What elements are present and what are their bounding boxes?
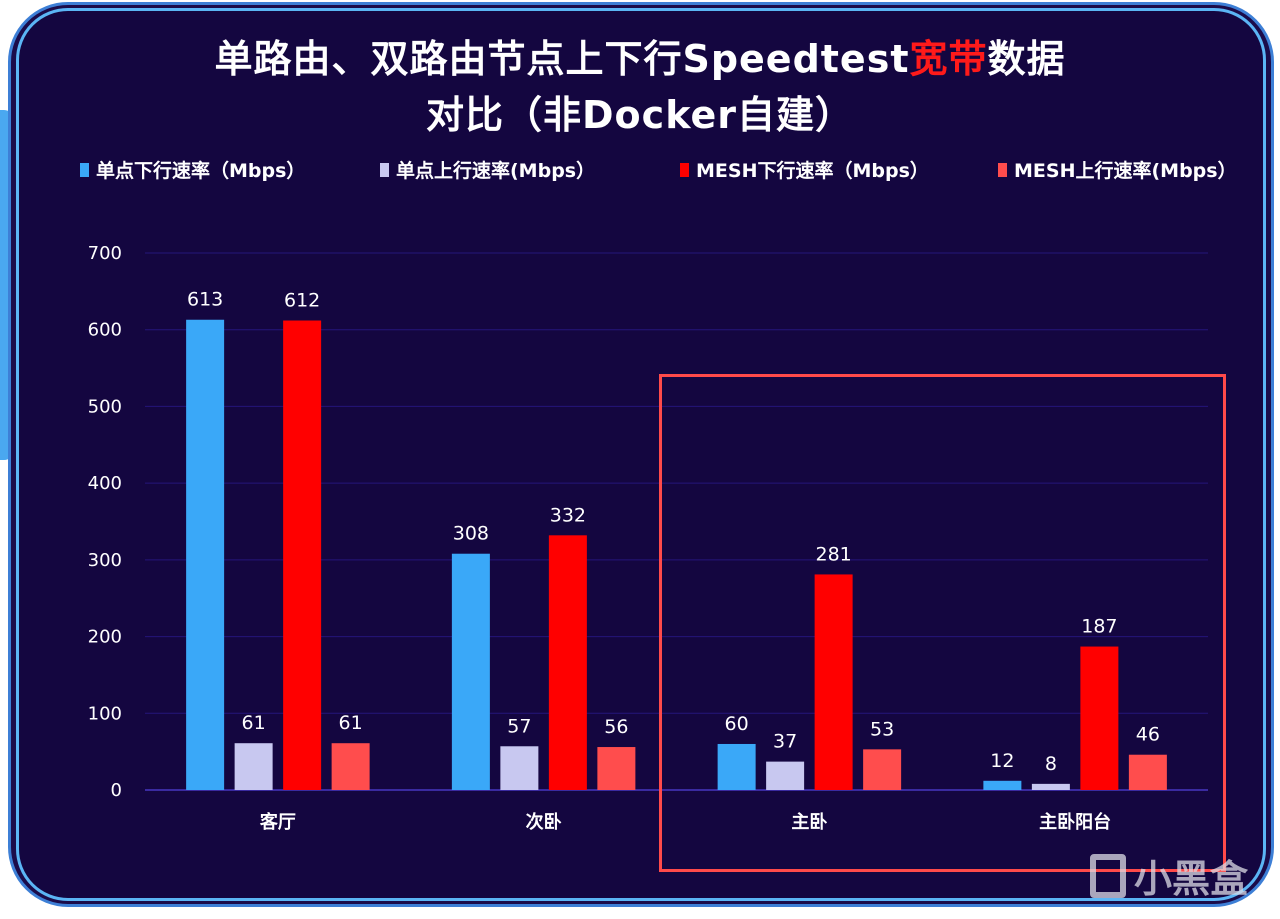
- bar: [234, 743, 273, 790]
- chart-title-line2: 对比（非Docker自建）: [426, 93, 854, 137]
- legend-swatch: [80, 163, 89, 177]
- data-label: 37: [773, 731, 797, 753]
- legend-label: MESH上行速率(Mbps）: [1014, 159, 1237, 182]
- bar: [717, 743, 756, 790]
- watermark-text: 小黑盒: [1134, 857, 1249, 901]
- y-tick-label: 400: [88, 473, 122, 494]
- data-label: 612: [284, 290, 320, 312]
- chart-title-line1: 单路由、双路由节点上下行Speedtest宽带数据: [0, 28, 1280, 83]
- x-tick-label: 次卧: [526, 811, 562, 833]
- bar: [983, 780, 1022, 790]
- bar: [1128, 754, 1167, 790]
- bar: [1031, 783, 1070, 790]
- data-label: 187: [1081, 616, 1117, 638]
- data-label: 61: [242, 712, 266, 734]
- y-tick-label: 300: [88, 550, 122, 571]
- legend-label: 单点下行速率（Mbps）: [96, 159, 305, 182]
- data-label: 60: [725, 713, 749, 735]
- bar: [863, 749, 902, 790]
- data-label: 57: [507, 715, 531, 737]
- bar: [500, 746, 539, 790]
- bar: [597, 747, 636, 790]
- y-tick-label: 200: [88, 627, 122, 648]
- x-tick-label: 客厅: [260, 811, 296, 833]
- data-label: 308: [453, 523, 489, 545]
- watermark-logo-icon: [1090, 853, 1126, 898]
- chart-frame-inner: [16, 8, 1266, 901]
- data-label: 332: [550, 504, 586, 526]
- y-tick-label: 0: [111, 780, 122, 801]
- highlight-box: [659, 374, 1226, 872]
- data-label: 53: [870, 718, 894, 740]
- data-label: 613: [187, 289, 223, 311]
- y-tick-label: 100: [88, 703, 122, 724]
- title-highlight: 宽带: [909, 37, 988, 81]
- bar: [331, 743, 370, 790]
- y-tick-label: 600: [88, 320, 122, 341]
- data-label: 46: [1136, 724, 1160, 746]
- bar: [186, 319, 225, 790]
- bar: [548, 535, 587, 790]
- bar: [766, 761, 805, 790]
- watermark: 小黑盒: [1090, 848, 1248, 903]
- title-text: 单路由、双路由节点上下行Speedtest: [214, 37, 910, 81]
- data-label: 8: [1045, 753, 1057, 775]
- legend-swatch: [680, 163, 689, 177]
- data-label: 61: [339, 712, 363, 734]
- bar: [283, 320, 322, 790]
- data-label: 12: [990, 750, 1014, 772]
- legend-label: 单点上行速率(Mbps）: [396, 159, 595, 182]
- bar: [451, 553, 490, 790]
- x-tick-label: 主卧: [791, 811, 827, 833]
- legend-swatch: [998, 163, 1007, 177]
- y-tick-label: 500: [88, 396, 122, 417]
- bar: [1080, 646, 1119, 790]
- legend-label: MESH下行速率（Mbps）: [696, 159, 929, 182]
- y-tick-label: 700: [88, 243, 122, 264]
- title-text-end: 数据: [987, 37, 1066, 81]
- data-label: 56: [604, 716, 628, 738]
- data-label: 281: [815, 543, 851, 565]
- legend-swatch: [380, 163, 389, 177]
- bar: [814, 574, 853, 790]
- x-tick-label: 主卧阳台: [1039, 811, 1111, 833]
